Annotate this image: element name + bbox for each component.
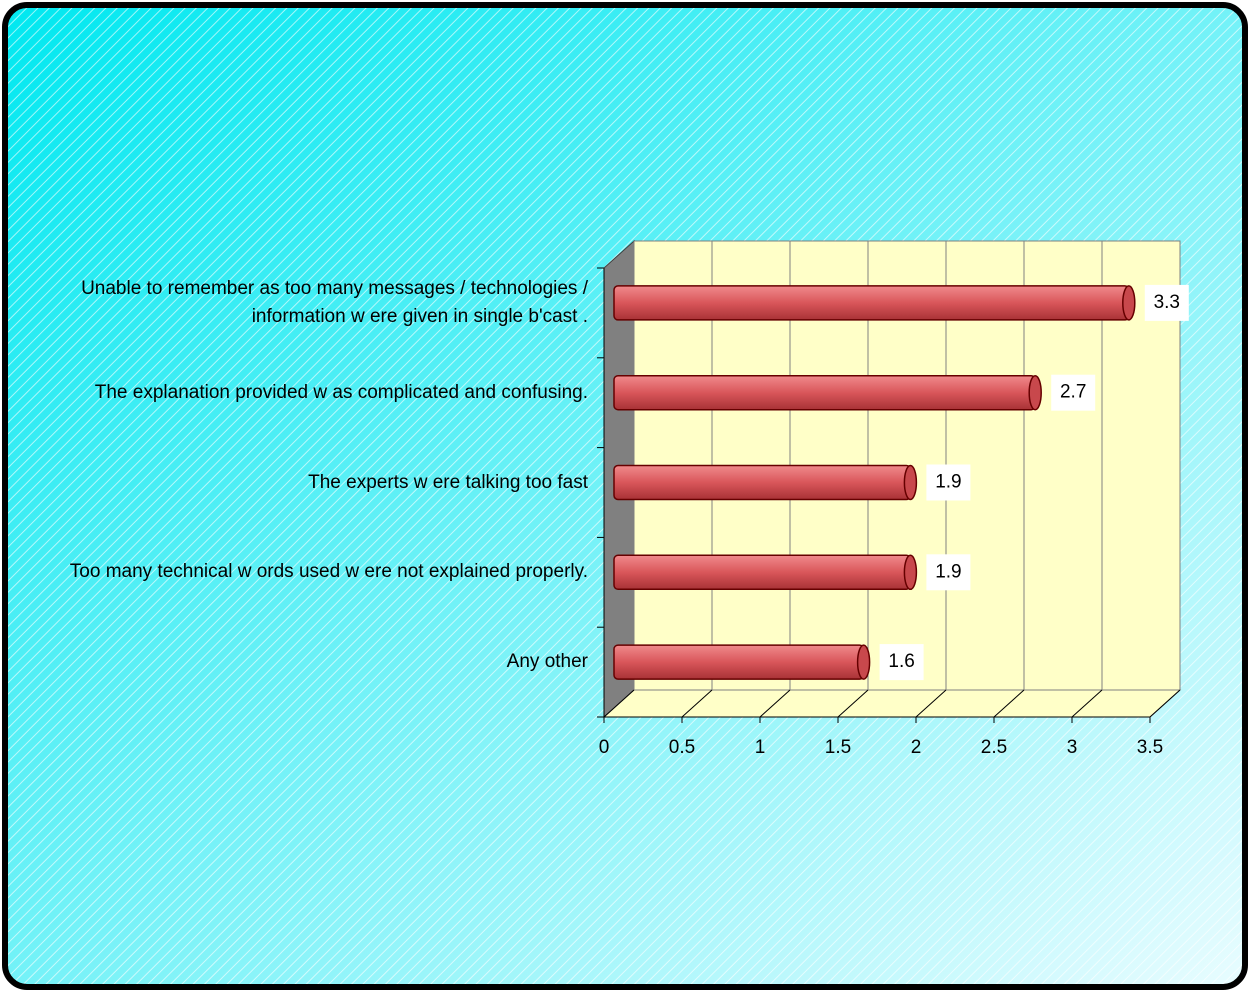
value-label: 3.3	[1154, 292, 1180, 313]
x-tick-label: 3	[1067, 737, 1078, 758]
value-label: 2.7	[1060, 382, 1086, 403]
value-label-box	[926, 554, 971, 591]
x-tick-label: 2.5	[981, 737, 1007, 758]
value-label: 1.6	[888, 651, 914, 672]
bar-end	[903, 554, 918, 591]
grid-line	[993, 689, 1025, 718]
grid-line	[603, 689, 635, 718]
bar-end	[856, 644, 871, 680]
floor	[602, 689, 1182, 718]
value-label-box	[926, 464, 971, 501]
bar	[613, 285, 1130, 321]
x-tick-label: 1	[755, 737, 766, 758]
bar	[613, 464, 912, 501]
grid-line	[759, 689, 791, 718]
bar-end	[1028, 374, 1042, 411]
y-tick-label: The explanation provided w as complicate…	[94, 381, 588, 403]
grid-line	[1149, 689, 1181, 718]
grid-line	[681, 689, 713, 718]
value-label-box	[879, 644, 924, 681]
x-tick-label: 0.5	[669, 737, 695, 758]
y-tick-label: Unable to remember as too many messages …	[81, 277, 588, 327]
x-tick-label: 1.5	[825, 737, 851, 758]
value-label-box	[1144, 284, 1189, 321]
value-label: 1.9	[935, 472, 961, 493]
bar	[613, 374, 1036, 411]
grid-line	[915, 689, 947, 718]
y-tick-label: Any other	[506, 651, 588, 673]
x-tick-label: 0	[599, 737, 610, 758]
bar	[613, 554, 912, 591]
x-tick-label: 2	[911, 737, 922, 758]
x-tick-label: 3.5	[1137, 737, 1163, 758]
y-tick-label: The experts w ere talking too fast	[308, 471, 588, 493]
bar-end	[903, 464, 918, 501]
grid-line	[837, 689, 869, 718]
y-tick-label: Too many technical w ords used w ere not…	[69, 561, 588, 583]
value-label: 1.9	[935, 561, 961, 582]
grid-line	[1071, 689, 1103, 718]
value-label-box	[1051, 374, 1096, 411]
bar	[613, 644, 865, 680]
bar-end	[1122, 285, 1136, 321]
